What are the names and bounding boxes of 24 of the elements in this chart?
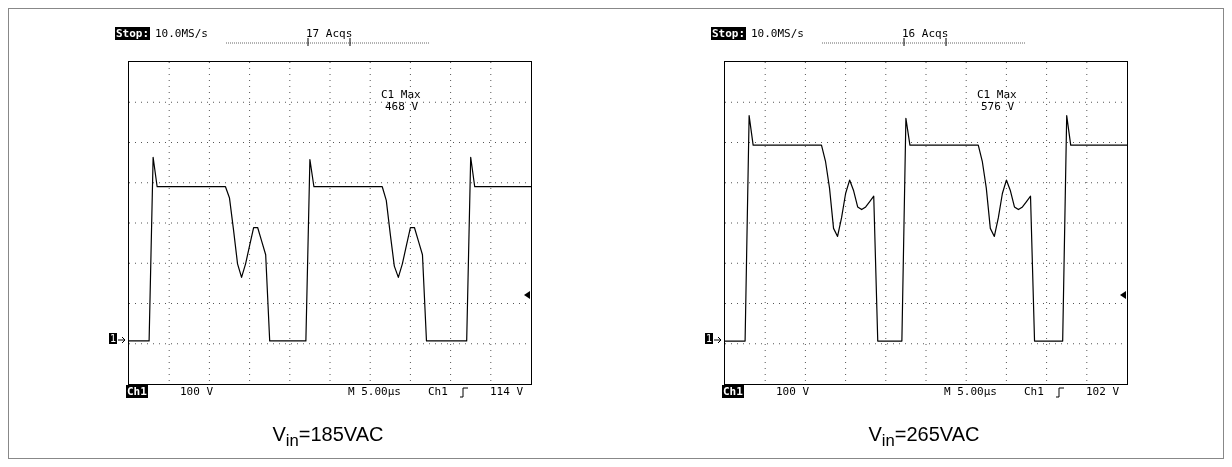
text: Stop:: [115, 27, 151, 40]
text: 1: [705, 333, 714, 344]
text: 100 V: [776, 385, 810, 398]
text: 576 V: [981, 100, 1015, 113]
text: 10.0MS/s: [751, 27, 804, 40]
text: M 5.00µs: [944, 385, 997, 398]
text: 10.0MS/s: [155, 27, 208, 40]
text: M 5.00µs: [348, 385, 401, 398]
text: C1 Max: [977, 88, 1017, 101]
text: 100 V: [180, 385, 214, 398]
text: Ch1: [1024, 385, 1044, 398]
text: Stop:: [711, 27, 747, 40]
x-axis-title: V$_{in}$=265VAC: [868, 423, 980, 450]
text: 102 V: [1086, 385, 1120, 398]
text: Ch1: [428, 385, 448, 398]
text: Ch1: [126, 385, 148, 398]
text: Ch1: [722, 385, 744, 398]
text: 114 V: [490, 385, 524, 398]
text: 16 Acqs: [902, 27, 949, 40]
text: 17 Acqs: [306, 27, 353, 40]
text: C1 Max: [381, 88, 421, 101]
text: 1: [109, 333, 118, 344]
x-axis-title: V$_{in}$=185VAC: [272, 423, 384, 450]
text: 468 V: [385, 100, 419, 113]
